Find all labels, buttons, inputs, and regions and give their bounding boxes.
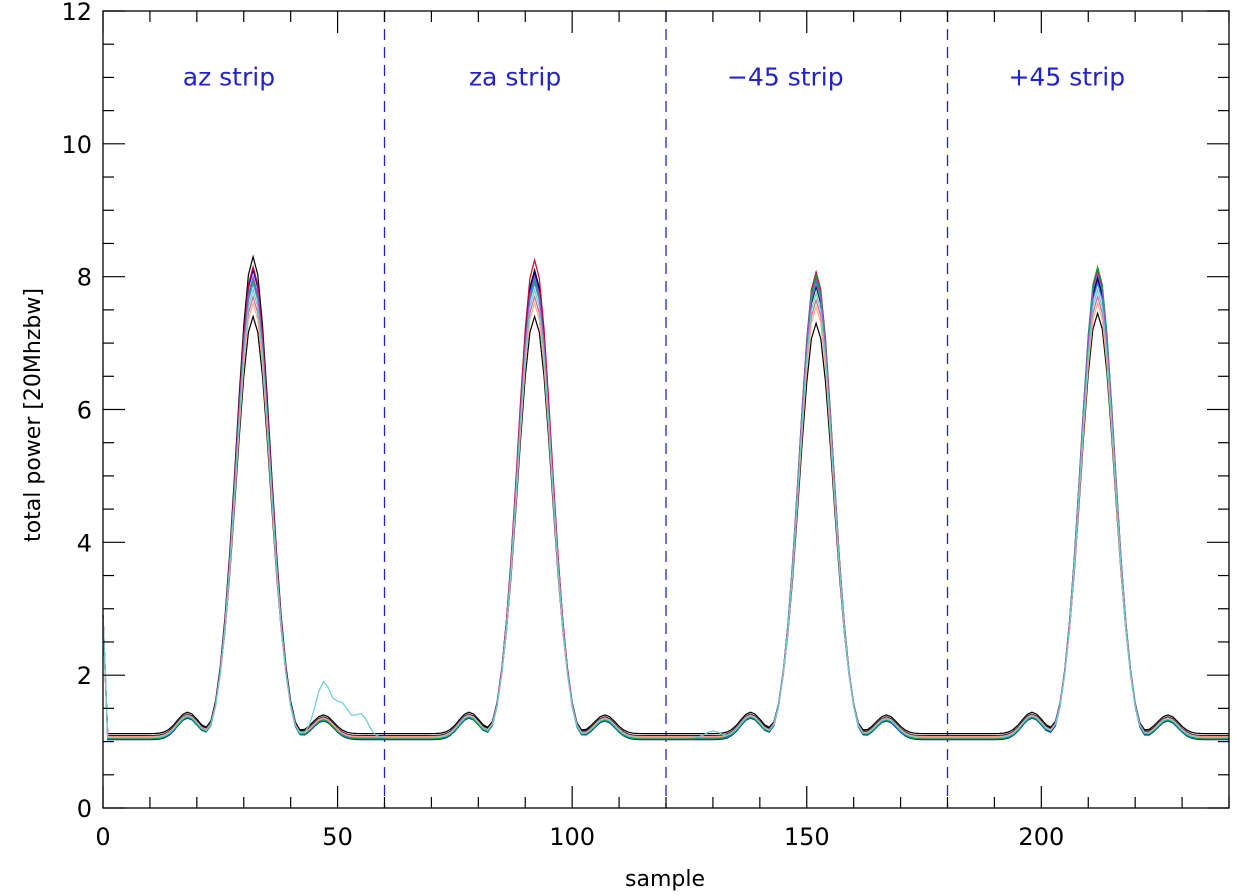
- strip-dividers: [383, 11, 949, 808]
- x-tick-label: 50: [322, 823, 353, 851]
- y-tick-label: 8: [77, 264, 92, 292]
- series-group: [102, 254, 1229, 741]
- x-tick-label: 200: [1018, 823, 1064, 851]
- x-tick-label: 0: [95, 823, 110, 851]
- y-tick-label: 4: [77, 529, 92, 557]
- strip-labels: az strip za strip −45 strip +45 strip: [183, 62, 1125, 91]
- y-tick-label: 12: [61, 0, 92, 26]
- strip-label-3: +45 strip: [1008, 62, 1125, 91]
- y-axis-label: total power [20Mhzbw]: [21, 288, 46, 542]
- y-tick-label: 0: [77, 795, 92, 823]
- x-axis-label: sample: [625, 867, 705, 892]
- y-tick-label: 10: [61, 131, 92, 159]
- x-tick-label: 150: [784, 823, 830, 851]
- axis-ticks: [102, 10, 1230, 809]
- strip-label-2: −45 strip: [727, 62, 844, 91]
- x-tick-label: 100: [549, 823, 595, 851]
- y-tick-label: 6: [77, 397, 92, 425]
- y-tick-label: 2: [77, 662, 92, 690]
- strip-label-1: za strip: [469, 62, 561, 91]
- series-line-9: [102, 287, 1229, 739]
- tick-labels: 0 50 100 150 200 0 2 4 6 8 10 12: [61, 0, 1064, 851]
- strip-label-0: az strip: [183, 62, 275, 91]
